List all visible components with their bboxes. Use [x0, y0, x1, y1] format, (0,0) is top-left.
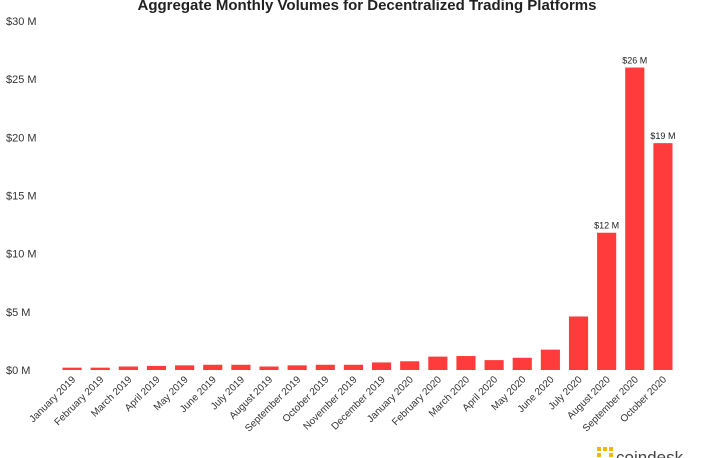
bar: [540, 349, 560, 370]
bar: [400, 361, 420, 370]
y-tick-label: $20 M: [6, 132, 37, 144]
bar: [231, 364, 251, 370]
bar: [315, 364, 335, 370]
bar: [343, 364, 363, 370]
y-tick-label: $0 M: [6, 365, 30, 377]
bar: [62, 367, 82, 370]
y-tick-label: $25 M: [6, 74, 37, 86]
bar: [118, 366, 138, 370]
x-tick-label: February 2020: [390, 374, 444, 428]
bar: [653, 143, 673, 370]
bar: [90, 367, 110, 370]
chart-title: Aggregate Monthly Volumes for Decentrali…: [138, 0, 597, 14]
y-tick-label: $30 M: [6, 16, 37, 28]
bars-group: [62, 67, 673, 371]
bar: [259, 366, 279, 370]
y-tick-label: $5 M: [6, 307, 30, 319]
bar: [512, 357, 532, 370]
data-label: $19 M: [650, 131, 675, 141]
bar: [203, 364, 223, 370]
bar: [175, 365, 195, 370]
bar: [484, 360, 504, 370]
data-label: $12 M: [594, 221, 619, 231]
bar: [372, 362, 392, 370]
bar: [625, 67, 645, 371]
y-tick-label: $10 M: [6, 249, 37, 261]
bar: [428, 356, 448, 370]
bar: [287, 365, 307, 370]
brand-name: coindesk: [616, 448, 684, 458]
bar: [597, 232, 617, 370]
data-labels-group: $12 M $26 M $19 M: [594, 56, 675, 231]
bar: [456, 356, 476, 370]
y-tick-label: $15 M: [6, 191, 37, 203]
bar: [146, 365, 167, 370]
x-tick-label: February 2019: [53, 374, 107, 428]
data-label: $26 M: [622, 56, 647, 66]
bar: [568, 316, 589, 370]
coindesk-icon: [597, 447, 613, 457]
brand-logo: coindesk: [597, 447, 684, 458]
y-axis: $0 M $5 M $10 M $15 M $20 M $25 M $30 M: [6, 16, 37, 377]
